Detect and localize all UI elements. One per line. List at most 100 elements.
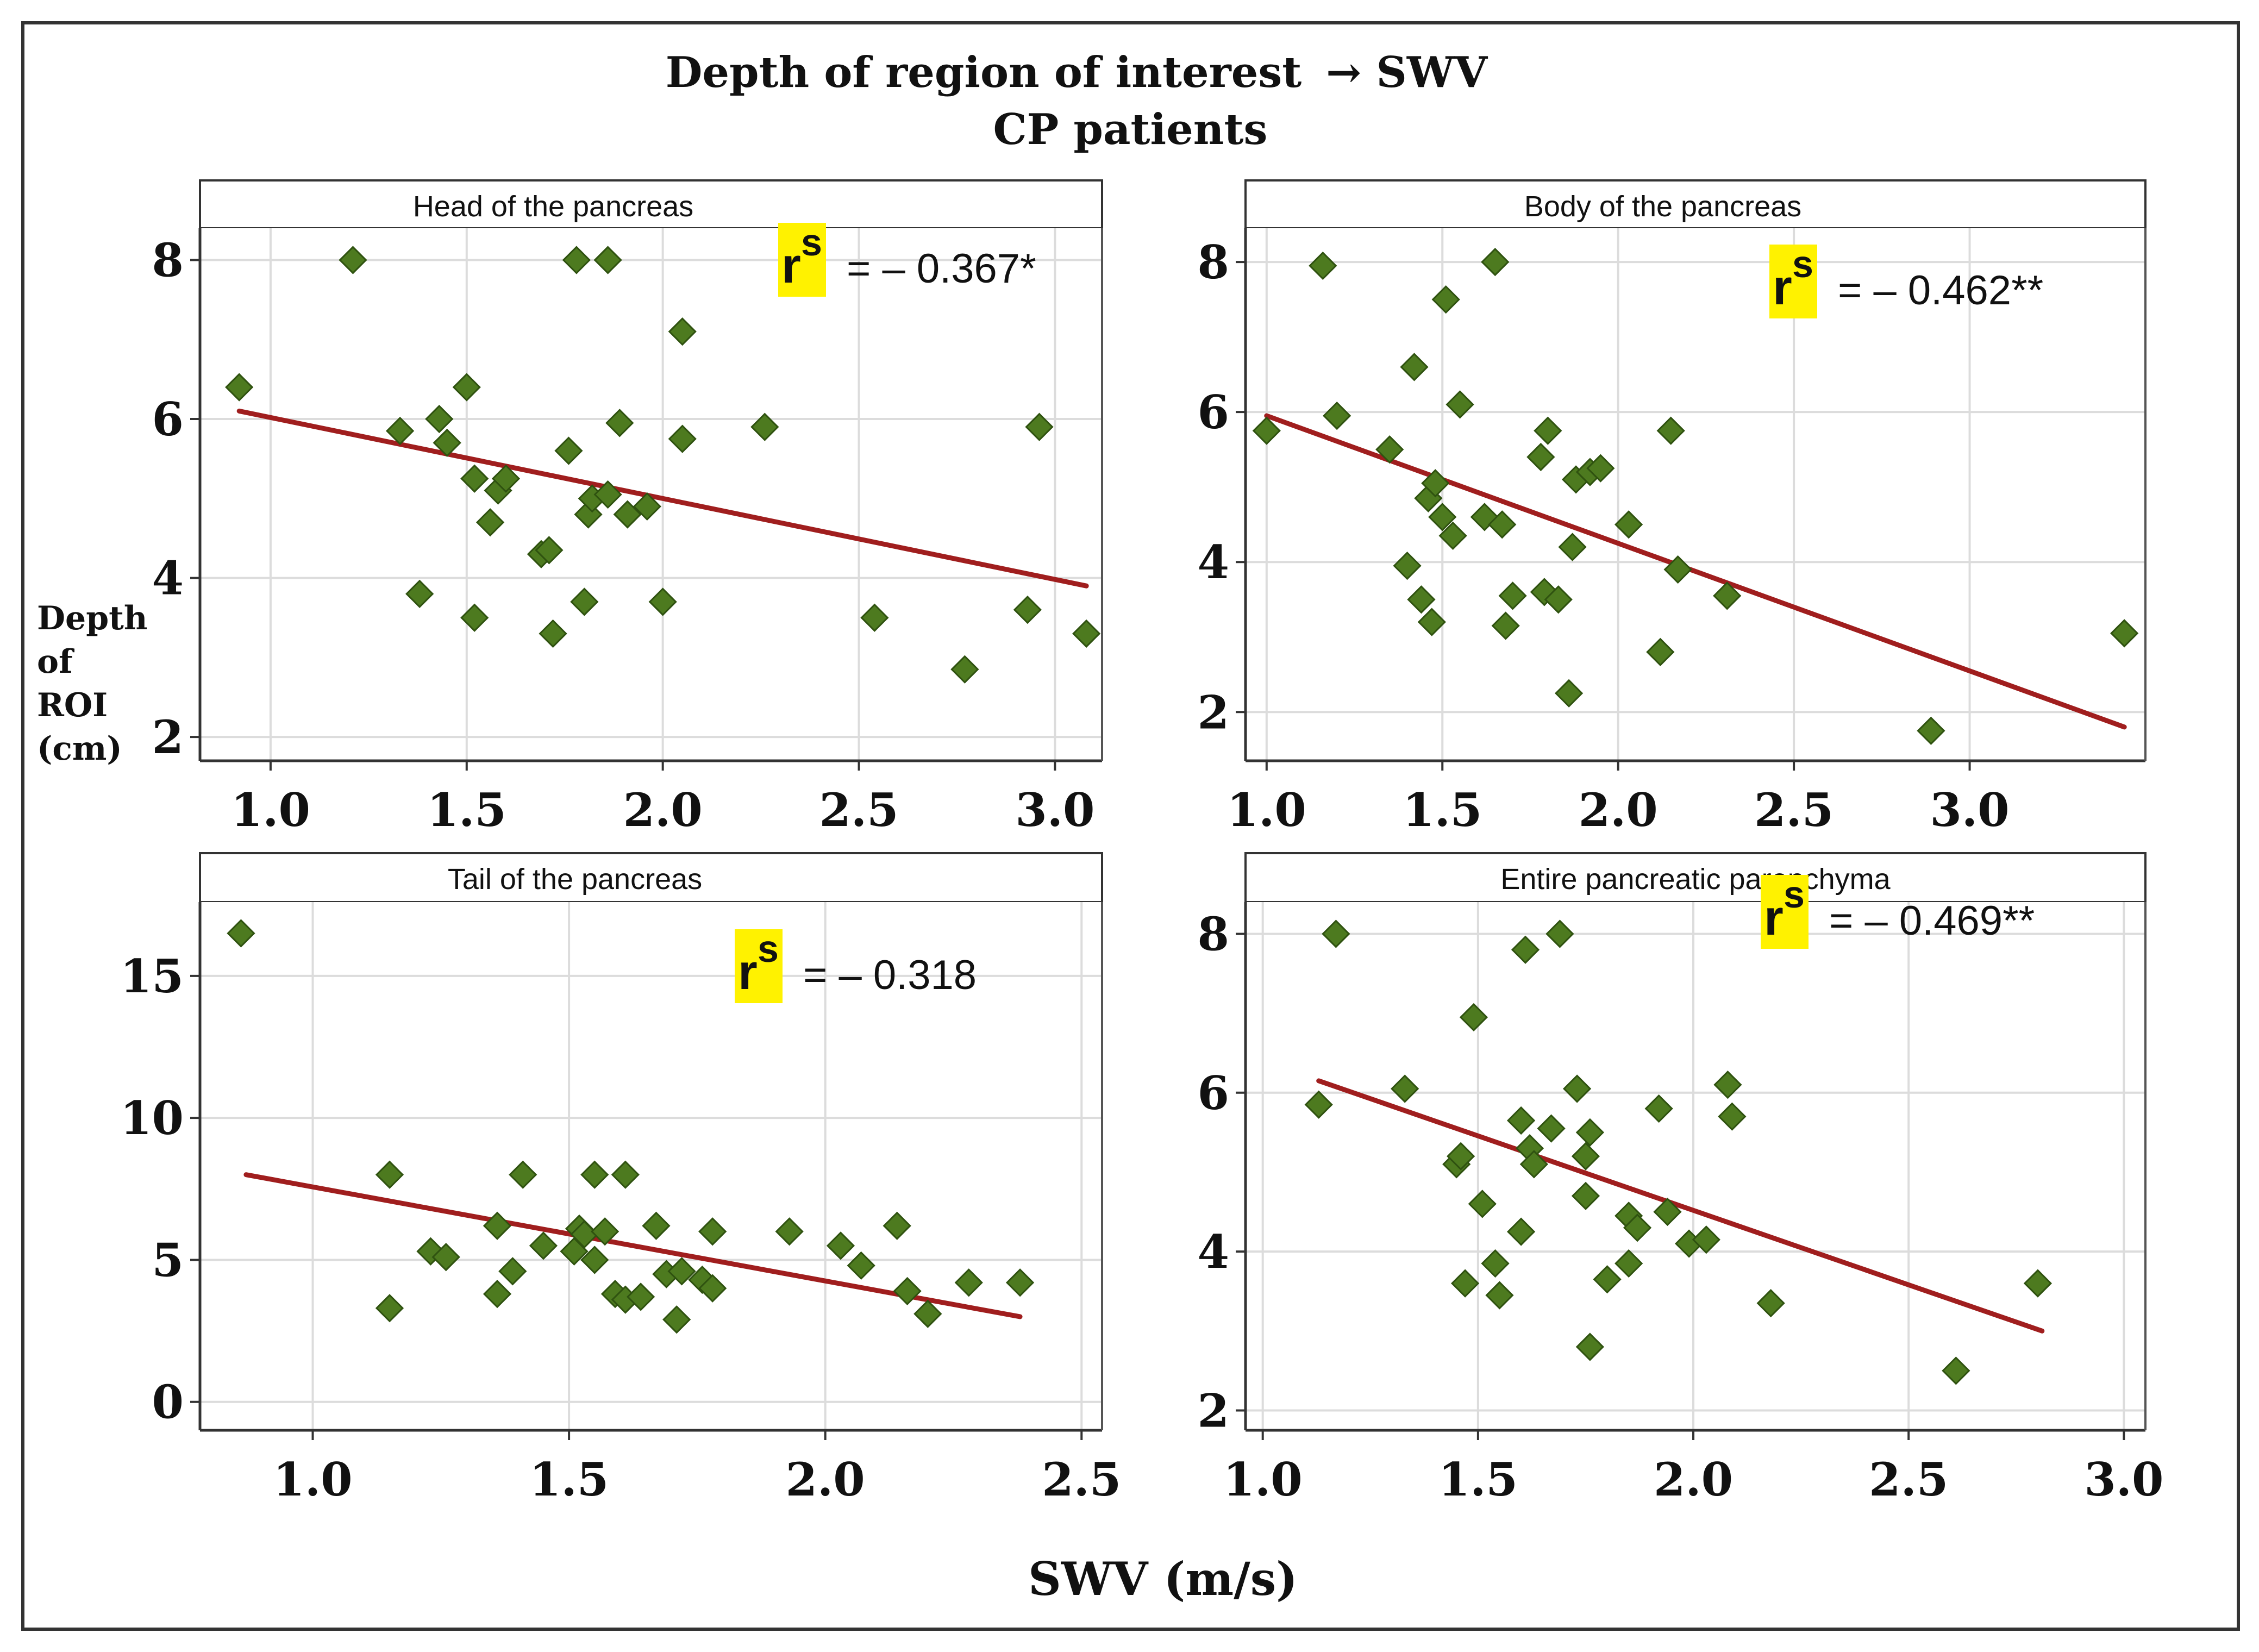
data-point-body-8 [1417, 608, 1446, 636]
y-tick-label-entire-2: 6 [1198, 1066, 1229, 1120]
y-axis-label-line2: of [37, 643, 75, 681]
data-point-body-6 [1407, 585, 1436, 614]
data-point-tail-25 [698, 1217, 727, 1246]
corr-value-body: = – 0.462** [1838, 267, 2043, 314]
x-tick-label-head-2: 2.0 [623, 783, 703, 837]
data-point-entire-30 [1713, 1071, 1742, 1099]
data-point-body-12 [1438, 521, 1467, 550]
panel-title-tail: Tail of the pancreas [448, 863, 702, 896]
data-point-body-30 [1656, 416, 1685, 445]
data-point-head-13 [535, 536, 564, 565]
y-axis-label-line1: Depth [37, 599, 148, 637]
corr-value-tail: = – 0.318 [803, 952, 977, 998]
data-point-body-18 [1498, 581, 1527, 610]
data-point-tail-26 [698, 1274, 727, 1303]
data-point-body-23 [1555, 679, 1584, 708]
data-point-entire-20 [1575, 1118, 1604, 1147]
y-tick-label-head-1: 4 [152, 552, 184, 605]
x-tick-label-entire-3: 2.5 [1869, 1453, 1948, 1506]
y-tick-label-body-1: 4 [1198, 535, 1229, 589]
data-point-head-30 [950, 655, 979, 684]
y-tick-label-body-2: 6 [1198, 385, 1229, 439]
y-tick-label-head-2: 6 [152, 392, 184, 446]
x-tick-label-head-4: 3.0 [1015, 783, 1094, 837]
data-point-head-23 [613, 500, 642, 529]
panel-head: Head of the pancreas 2 4 6 8 1.0 1.5 2.0 2.5 3.0 r… [152, 179, 1103, 837]
data-point-tail-13 [580, 1160, 609, 1189]
data-point-entire-21 [1575, 1332, 1604, 1361]
corr-highlight-tail [735, 929, 783, 1003]
corr-highlight-entire [1761, 875, 1809, 949]
y-tick-label-body-3: 8 [1198, 235, 1229, 289]
data-point-head-22 [605, 409, 634, 437]
data-point-entire-32 [1756, 1289, 1785, 1318]
data-point-entire-18 [1571, 1142, 1600, 1171]
corr-superscript-body: s [1792, 243, 1813, 285]
data-point-entire-7 [1468, 1190, 1497, 1218]
panel-entire: Entire pancreatic parenchyma 2 4 6 8 1.0 1.5 2.… [1198, 852, 2163, 1506]
data-point-body-4 [1393, 552, 1422, 580]
data-point-tail-19 [627, 1282, 655, 1311]
data-point-tail-27 [775, 1217, 804, 1246]
data-point-tail-22 [662, 1305, 691, 1334]
data-point-tail-17 [611, 1160, 640, 1189]
data-point-head-2 [385, 416, 415, 446]
data-point-head-33 [1072, 619, 1101, 648]
x-tick-label-head-1: 1.5 [427, 783, 506, 837]
data-point-head-20 [593, 246, 622, 274]
x-tick-label-entire-2: 2.0 [1654, 1453, 1733, 1506]
panel-tail: Tail of the pancreas 0 5 10 15 1.0 1.5 2.0 2.5 r s… [120, 852, 1121, 1506]
figure-title-line1: Depth of region of interest [666, 48, 1302, 97]
data-point-head-6 [452, 373, 481, 402]
y-axis-label: Depth of ROI (cm) [37, 599, 148, 768]
x-tick-label-head-3: 2.5 [819, 783, 898, 837]
data-point-body-34 [2110, 619, 2139, 648]
data-point-head-26 [668, 317, 697, 346]
data-point-body-31 [1663, 555, 1692, 584]
panel-header-head [199, 179, 1103, 229]
data-point-tail-34 [1005, 1268, 1035, 1297]
data-point-entire-2 [1391, 1074, 1419, 1103]
y-tick-label-tail-2: 10 [120, 1091, 184, 1145]
data-point-entire-17 [1562, 1074, 1592, 1103]
corr-superscript-head: s [801, 221, 822, 264]
data-point-tail-10 [560, 1237, 589, 1266]
data-point-head-14 [539, 619, 567, 648]
data-point-head-31 [1013, 595, 1042, 624]
corr-symbol-tail: r [738, 944, 758, 1000]
corr-highlight-body [1769, 245, 1817, 318]
data-point-body-11 [1431, 285, 1460, 314]
y-tick-label-body-0: 2 [1198, 685, 1229, 739]
data-point-tail-31 [893, 1276, 922, 1306]
x-tick-label-entire-0: 1.0 [1223, 1453, 1303, 1506]
data-point-head-4 [425, 404, 454, 434]
plot-area-body [1246, 228, 2145, 761]
data-point-body-32 [1713, 581, 1742, 610]
data-point-body-27 [1586, 454, 1615, 483]
y-tick-label-tail-1: 5 [152, 1233, 184, 1287]
figure-border [21, 21, 2240, 1631]
data-point-entire-16 [1545, 919, 1574, 948]
data-point-body-9 [1421, 469, 1450, 498]
y-axis-label-line4: (cm) [37, 730, 122, 768]
data-point-entire-15 [1537, 1114, 1566, 1143]
data-point-entire-9 [1485, 1281, 1514, 1310]
data-point-tail-7 [498, 1257, 527, 1286]
data-point-body-2 [1323, 401, 1351, 430]
x-tick-label-tail-1: 1.5 [529, 1453, 609, 1506]
data-point-tail-30 [883, 1211, 911, 1240]
x-tick-label-body-1: 1.5 [1403, 783, 1482, 837]
data-point-entire-26 [1644, 1094, 1673, 1123]
data-point-body-10 [1428, 503, 1457, 531]
data-point-head-0 [225, 373, 254, 402]
data-point-body-3 [1375, 435, 1404, 464]
corr-value-head: = – 0.367* [847, 246, 1036, 292]
y-tick-label-entire-0: 2 [1198, 1384, 1229, 1437]
data-point-body-22 [1544, 585, 1573, 614]
data-point-entire-11 [1506, 1106, 1536, 1135]
y-tick-label-tail-0: 0 [152, 1375, 184, 1429]
data-point-tail-4 [431, 1243, 460, 1272]
data-point-tail-14 [580, 1246, 609, 1274]
data-point-tail-32 [913, 1299, 942, 1328]
data-point-head-9 [475, 508, 505, 537]
